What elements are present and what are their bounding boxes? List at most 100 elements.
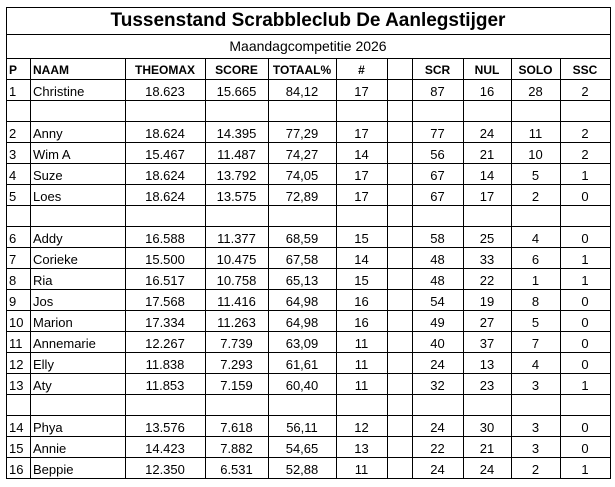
table-cell-nul: 23	[479, 378, 495, 393]
row-divider	[6, 142, 611, 143]
row-divider	[6, 436, 611, 437]
table-cell-solo: 3	[531, 420, 540, 435]
table-cell-p: 5	[9, 189, 17, 204]
table-cell-naam: Beppie	[33, 462, 74, 477]
table-cell-ssc: 0	[581, 441, 589, 456]
page-subtitle: Maandagcompetitie 2026	[229, 38, 387, 54]
table-cell-score: 7.293	[220, 357, 253, 372]
table-cell-score: 13.575	[216, 189, 257, 204]
table-cell-totaal: 60,40	[285, 378, 319, 393]
table-cell-totaal: 54,65	[285, 441, 319, 456]
table-cell-solo: 2	[531, 189, 540, 204]
table-cell-theomax: 18.624	[145, 189, 185, 204]
table-cell-ssc: 0	[581, 294, 589, 309]
table-cell-solo: 1	[531, 273, 540, 288]
table-cell-count: 14	[354, 147, 369, 162]
table-cell-nul: 24	[479, 462, 495, 477]
table-border-top	[6, 7, 611, 8]
column-divider	[268, 58, 269, 479]
table-cell-totaal: 65,13	[285, 273, 319, 288]
table-cell-ssc: 1	[581, 273, 589, 288]
blank-row-divider	[6, 226, 611, 227]
table-cell-score: 14.395	[216, 126, 257, 141]
table-cell-score: 10.475	[216, 252, 257, 267]
column-divider	[336, 58, 337, 479]
table-cell-solo: 7	[531, 336, 540, 351]
header-scr: SCR	[424, 63, 451, 77]
table-cell-solo: 5	[531, 168, 540, 183]
table-cell-score: 11.487	[217, 147, 256, 162]
table-cell-theomax: 17.568	[145, 294, 185, 309]
table-cell-solo: 6	[531, 252, 540, 267]
table-cell-naam: Annemarie	[33, 336, 96, 351]
table-cell-naam: Suze	[33, 168, 63, 183]
table-cell-p: 3	[9, 147, 17, 162]
table-cell-nul: 16	[479, 84, 495, 99]
table-cell-theomax: 12.267	[145, 336, 185, 351]
column-divider	[412, 58, 413, 479]
table-cell-solo: 28	[528, 84, 543, 99]
row-divider	[6, 394, 611, 395]
header-naam: NAAM	[33, 63, 69, 77]
table-cell-p: 10	[9, 315, 24, 330]
table-cell-scr: 87	[430, 84, 445, 99]
table-cell-naam: Aty	[33, 378, 52, 393]
column-divider	[511, 58, 512, 479]
table-cell-p: 2	[9, 126, 17, 141]
table-cell-ssc: 0	[581, 357, 589, 372]
column-divider	[463, 58, 464, 479]
table-cell-scr: 58	[430, 231, 445, 246]
table-cell-count: 15	[354, 231, 369, 246]
table-cell-theomax: 18.623	[145, 84, 185, 99]
table-cell-naam: Jos	[33, 294, 54, 309]
blank-row-divider	[6, 415, 611, 416]
table-cell-scr: 24	[430, 357, 445, 372]
table-cell-ssc: 0	[581, 315, 589, 330]
table-cell-ssc: 1	[581, 168, 589, 183]
table-cell-count: 17	[354, 189, 369, 204]
table-cell-solo: 3	[531, 378, 540, 393]
table-cell-theomax: 14.423	[145, 441, 185, 456]
table-cell-nul: 17	[479, 189, 495, 204]
row-divider	[6, 478, 611, 479]
table-cell-nul: 24	[479, 126, 495, 141]
table-cell-solo: 11	[528, 126, 543, 141]
table-cell-naam: Annie	[33, 441, 67, 456]
header-p: P	[9, 63, 18, 77]
table-cell-score: 11.416	[217, 294, 256, 309]
table-cell-scr: 67	[430, 189, 445, 204]
blank-row-divider	[6, 121, 611, 122]
table-cell-solo: 5	[531, 315, 540, 330]
table-cell-scr: 48	[430, 273, 445, 288]
table-cell-totaal: 77,29	[285, 126, 319, 141]
table-cell-naam: Loes	[33, 189, 62, 204]
table-cell-ssc: 1	[581, 252, 589, 267]
table-cell-p: 7	[9, 252, 17, 267]
table-border-title	[6, 34, 611, 35]
table-cell-count: 16	[354, 315, 369, 330]
page-title: Tussenstand Scrabbleclub De Aanlegstijge…	[110, 10, 506, 31]
table-cell-nul: 13	[479, 357, 495, 372]
table-cell-theomax: 11.838	[145, 357, 185, 372]
table-cell-ssc: 2	[581, 84, 589, 99]
table-cell-nul: 33	[479, 252, 495, 267]
header-nul: NUL	[474, 63, 500, 77]
table-cell-score: 7.739	[220, 336, 253, 351]
header-solo: SOLO	[518, 63, 553, 77]
table-cell-score: 7.159	[220, 378, 253, 393]
table-cell-count: 16	[354, 294, 369, 309]
table-cell-naam: Anny	[33, 126, 63, 141]
table-cell-nul: 21	[479, 147, 495, 162]
table-cell-scr: 56	[430, 147, 445, 162]
table-cell-naam: Ria	[33, 273, 53, 288]
table-cell-p: 6	[9, 231, 17, 246]
table-cell-scr: 24	[430, 420, 445, 435]
column-divider	[205, 58, 206, 479]
table-cell-scr: 48	[430, 252, 445, 267]
table-cell-count: 17	[354, 84, 369, 99]
table-cell-theomax: 17.334	[145, 315, 185, 330]
table-cell-p: 13	[9, 378, 24, 393]
table-cell-totaal: 64,98	[285, 315, 319, 330]
table-cell-p: 11	[9, 336, 23, 351]
